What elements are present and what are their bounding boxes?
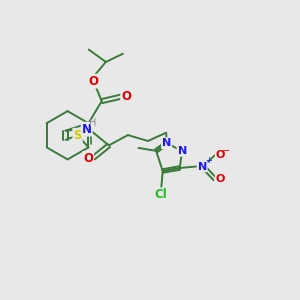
Text: +: + bbox=[205, 156, 212, 165]
Text: O: O bbox=[215, 150, 225, 160]
Text: N: N bbox=[82, 123, 92, 136]
Text: O: O bbox=[83, 152, 93, 165]
Text: O: O bbox=[88, 75, 98, 88]
Text: N: N bbox=[198, 161, 207, 172]
Text: −: − bbox=[222, 146, 230, 156]
Text: O: O bbox=[215, 174, 225, 184]
Text: O: O bbox=[121, 90, 131, 103]
Text: S: S bbox=[73, 129, 82, 142]
Text: H: H bbox=[89, 118, 97, 128]
Text: N: N bbox=[162, 138, 171, 148]
Text: Cl: Cl bbox=[155, 188, 168, 201]
Text: N: N bbox=[178, 146, 187, 156]
